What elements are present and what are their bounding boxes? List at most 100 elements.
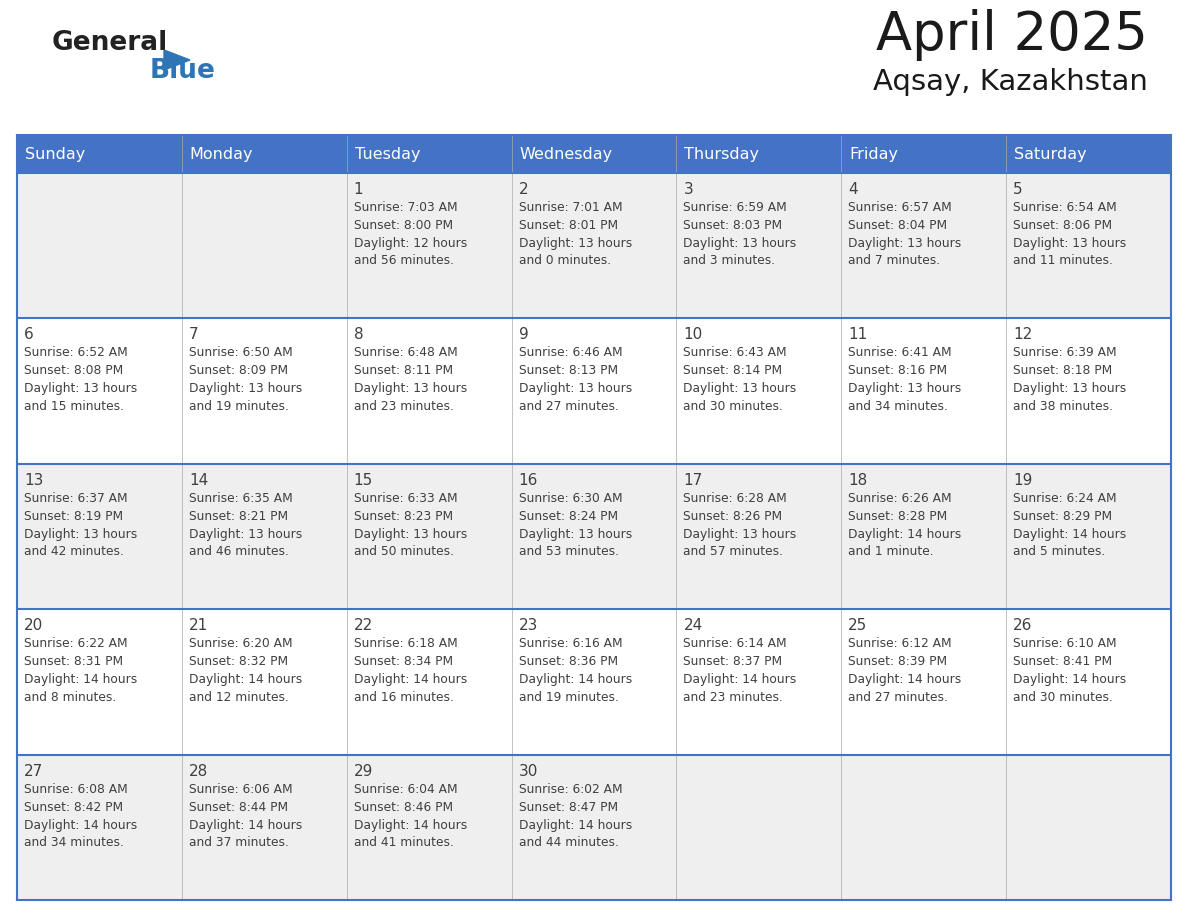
Text: April 2025: April 2025: [876, 9, 1148, 61]
Bar: [17, 755, 1171, 900]
Text: Daylight: 12 hours
and 56 minutes.: Daylight: 12 hours and 56 minutes.: [354, 237, 467, 267]
Text: Daylight: 13 hours
and 53 minutes.: Daylight: 13 hours and 53 minutes.: [519, 528, 632, 558]
Text: Saturday: Saturday: [1015, 147, 1087, 162]
Text: Daylight: 13 hours
and 57 minutes.: Daylight: 13 hours and 57 minutes.: [683, 528, 797, 558]
Text: 19: 19: [1013, 473, 1032, 487]
Text: Sunrise: 6:22 AM: Sunrise: 6:22 AM: [24, 637, 127, 650]
Polygon shape: [164, 50, 190, 70]
Text: Sunrise: 6:24 AM: Sunrise: 6:24 AM: [1013, 492, 1117, 505]
Text: General: General: [52, 30, 169, 56]
Text: Sunrise: 6:35 AM: Sunrise: 6:35 AM: [189, 492, 292, 505]
Text: Sunrise: 6:43 AM: Sunrise: 6:43 AM: [683, 346, 788, 360]
Text: Sunrise: 6:46 AM: Sunrise: 6:46 AM: [519, 346, 623, 360]
Text: Sunrise: 6:37 AM: Sunrise: 6:37 AM: [24, 492, 127, 505]
Text: 20: 20: [24, 618, 43, 633]
Text: Daylight: 14 hours
and 27 minutes.: Daylight: 14 hours and 27 minutes.: [848, 673, 961, 704]
Text: Thursday: Thursday: [684, 147, 759, 162]
Bar: [17, 135, 1171, 173]
Text: Sunset: 8:44 PM: Sunset: 8:44 PM: [189, 800, 287, 813]
Text: Daylight: 13 hours
and 3 minutes.: Daylight: 13 hours and 3 minutes.: [683, 237, 797, 267]
Text: Sunset: 8:21 PM: Sunset: 8:21 PM: [189, 509, 287, 522]
Text: Sunrise: 6:20 AM: Sunrise: 6:20 AM: [189, 637, 292, 650]
Text: Sunset: 8:46 PM: Sunset: 8:46 PM: [354, 800, 453, 813]
Text: 6: 6: [24, 328, 33, 342]
Text: Blue: Blue: [150, 58, 216, 84]
Text: Daylight: 13 hours
and 23 minutes.: Daylight: 13 hours and 23 minutes.: [354, 383, 467, 413]
Text: Daylight: 13 hours
and 30 minutes.: Daylight: 13 hours and 30 minutes.: [683, 383, 797, 413]
Text: Daylight: 13 hours
and 50 minutes.: Daylight: 13 hours and 50 minutes.: [354, 528, 467, 558]
Bar: [17, 173, 1171, 319]
Text: Daylight: 13 hours
and 15 minutes.: Daylight: 13 hours and 15 minutes.: [24, 383, 138, 413]
Text: 5: 5: [1013, 182, 1023, 197]
Text: Daylight: 14 hours
and 12 minutes.: Daylight: 14 hours and 12 minutes.: [189, 673, 302, 704]
Text: 14: 14: [189, 473, 208, 487]
Text: Sunset: 8:31 PM: Sunset: 8:31 PM: [24, 655, 124, 668]
Text: Sunset: 8:01 PM: Sunset: 8:01 PM: [519, 219, 618, 232]
Text: 15: 15: [354, 473, 373, 487]
Text: 26: 26: [1013, 618, 1032, 633]
Text: 17: 17: [683, 473, 702, 487]
Text: Daylight: 14 hours
and 30 minutes.: Daylight: 14 hours and 30 minutes.: [1013, 673, 1126, 704]
Text: Daylight: 14 hours
and 5 minutes.: Daylight: 14 hours and 5 minutes.: [1013, 528, 1126, 558]
Text: Sunrise: 6:48 AM: Sunrise: 6:48 AM: [354, 346, 457, 360]
Text: Sunset: 8:16 PM: Sunset: 8:16 PM: [848, 364, 947, 377]
Text: Sunrise: 6:14 AM: Sunrise: 6:14 AM: [683, 637, 788, 650]
Text: 9: 9: [519, 328, 529, 342]
Text: 3: 3: [683, 182, 693, 197]
Text: Sunset: 8:28 PM: Sunset: 8:28 PM: [848, 509, 948, 522]
Text: Sunset: 8:42 PM: Sunset: 8:42 PM: [24, 800, 124, 813]
Text: Sunrise: 6:02 AM: Sunrise: 6:02 AM: [519, 783, 623, 796]
Text: Sunset: 8:29 PM: Sunset: 8:29 PM: [1013, 509, 1112, 522]
Text: Sunrise: 7:01 AM: Sunrise: 7:01 AM: [519, 201, 623, 214]
Text: Sunrise: 6:06 AM: Sunrise: 6:06 AM: [189, 783, 292, 796]
Text: Daylight: 13 hours
and 46 minutes.: Daylight: 13 hours and 46 minutes.: [189, 528, 302, 558]
Text: Sunrise: 6:16 AM: Sunrise: 6:16 AM: [519, 637, 623, 650]
Text: 16: 16: [519, 473, 538, 487]
Text: Daylight: 14 hours
and 1 minute.: Daylight: 14 hours and 1 minute.: [848, 528, 961, 558]
Text: 11: 11: [848, 328, 867, 342]
Text: Daylight: 14 hours
and 23 minutes.: Daylight: 14 hours and 23 minutes.: [683, 673, 797, 704]
Text: Sunset: 8:06 PM: Sunset: 8:06 PM: [1013, 219, 1112, 232]
Text: 28: 28: [189, 764, 208, 778]
Text: 12: 12: [1013, 328, 1032, 342]
Text: 10: 10: [683, 328, 702, 342]
Text: Daylight: 13 hours
and 11 minutes.: Daylight: 13 hours and 11 minutes.: [1013, 237, 1126, 267]
Text: Sunrise: 6:08 AM: Sunrise: 6:08 AM: [24, 783, 128, 796]
Bar: [17, 610, 1171, 755]
Text: Daylight: 13 hours
and 38 minutes.: Daylight: 13 hours and 38 minutes.: [1013, 383, 1126, 413]
Text: Friday: Friday: [849, 147, 898, 162]
Text: Sunset: 8:34 PM: Sunset: 8:34 PM: [354, 655, 453, 668]
Text: 4: 4: [848, 182, 858, 197]
Text: 22: 22: [354, 618, 373, 633]
Text: Sunset: 8:47 PM: Sunset: 8:47 PM: [519, 800, 618, 813]
Text: Sunset: 8:24 PM: Sunset: 8:24 PM: [519, 509, 618, 522]
Text: Sunset: 8:11 PM: Sunset: 8:11 PM: [354, 364, 453, 377]
Text: Sunset: 8:26 PM: Sunset: 8:26 PM: [683, 509, 783, 522]
Text: 2: 2: [519, 182, 529, 197]
Text: 21: 21: [189, 618, 208, 633]
Text: Sunrise: 6:12 AM: Sunrise: 6:12 AM: [848, 637, 952, 650]
Text: Sunset: 8:08 PM: Sunset: 8:08 PM: [24, 364, 124, 377]
Text: Sunset: 8:41 PM: Sunset: 8:41 PM: [1013, 655, 1112, 668]
Text: 30: 30: [519, 764, 538, 778]
Text: 29: 29: [354, 764, 373, 778]
Text: Sunset: 8:14 PM: Sunset: 8:14 PM: [683, 364, 783, 377]
Text: Sunset: 8:32 PM: Sunset: 8:32 PM: [189, 655, 287, 668]
Text: Sunset: 8:09 PM: Sunset: 8:09 PM: [189, 364, 287, 377]
Text: Sunset: 8:13 PM: Sunset: 8:13 PM: [519, 364, 618, 377]
Text: Aqsay, Kazakhstan: Aqsay, Kazakhstan: [873, 68, 1148, 96]
Text: Sunset: 8:18 PM: Sunset: 8:18 PM: [1013, 364, 1112, 377]
Text: Daylight: 14 hours
and 34 minutes.: Daylight: 14 hours and 34 minutes.: [24, 819, 138, 849]
Text: 25: 25: [848, 618, 867, 633]
Text: Sunset: 8:39 PM: Sunset: 8:39 PM: [848, 655, 947, 668]
Text: 23: 23: [519, 618, 538, 633]
Text: Sunrise: 6:54 AM: Sunrise: 6:54 AM: [1013, 201, 1117, 214]
Text: Sunrise: 6:10 AM: Sunrise: 6:10 AM: [1013, 637, 1117, 650]
Text: Wednesday: Wednesday: [519, 147, 613, 162]
Text: Daylight: 14 hours
and 41 minutes.: Daylight: 14 hours and 41 minutes.: [354, 819, 467, 849]
Text: Daylight: 13 hours
and 27 minutes.: Daylight: 13 hours and 27 minutes.: [519, 383, 632, 413]
Text: Sunset: 8:04 PM: Sunset: 8:04 PM: [848, 219, 947, 232]
Text: Sunrise: 6:26 AM: Sunrise: 6:26 AM: [848, 492, 952, 505]
Text: Sunset: 8:23 PM: Sunset: 8:23 PM: [354, 509, 453, 522]
Text: Tuesday: Tuesday: [355, 147, 421, 162]
